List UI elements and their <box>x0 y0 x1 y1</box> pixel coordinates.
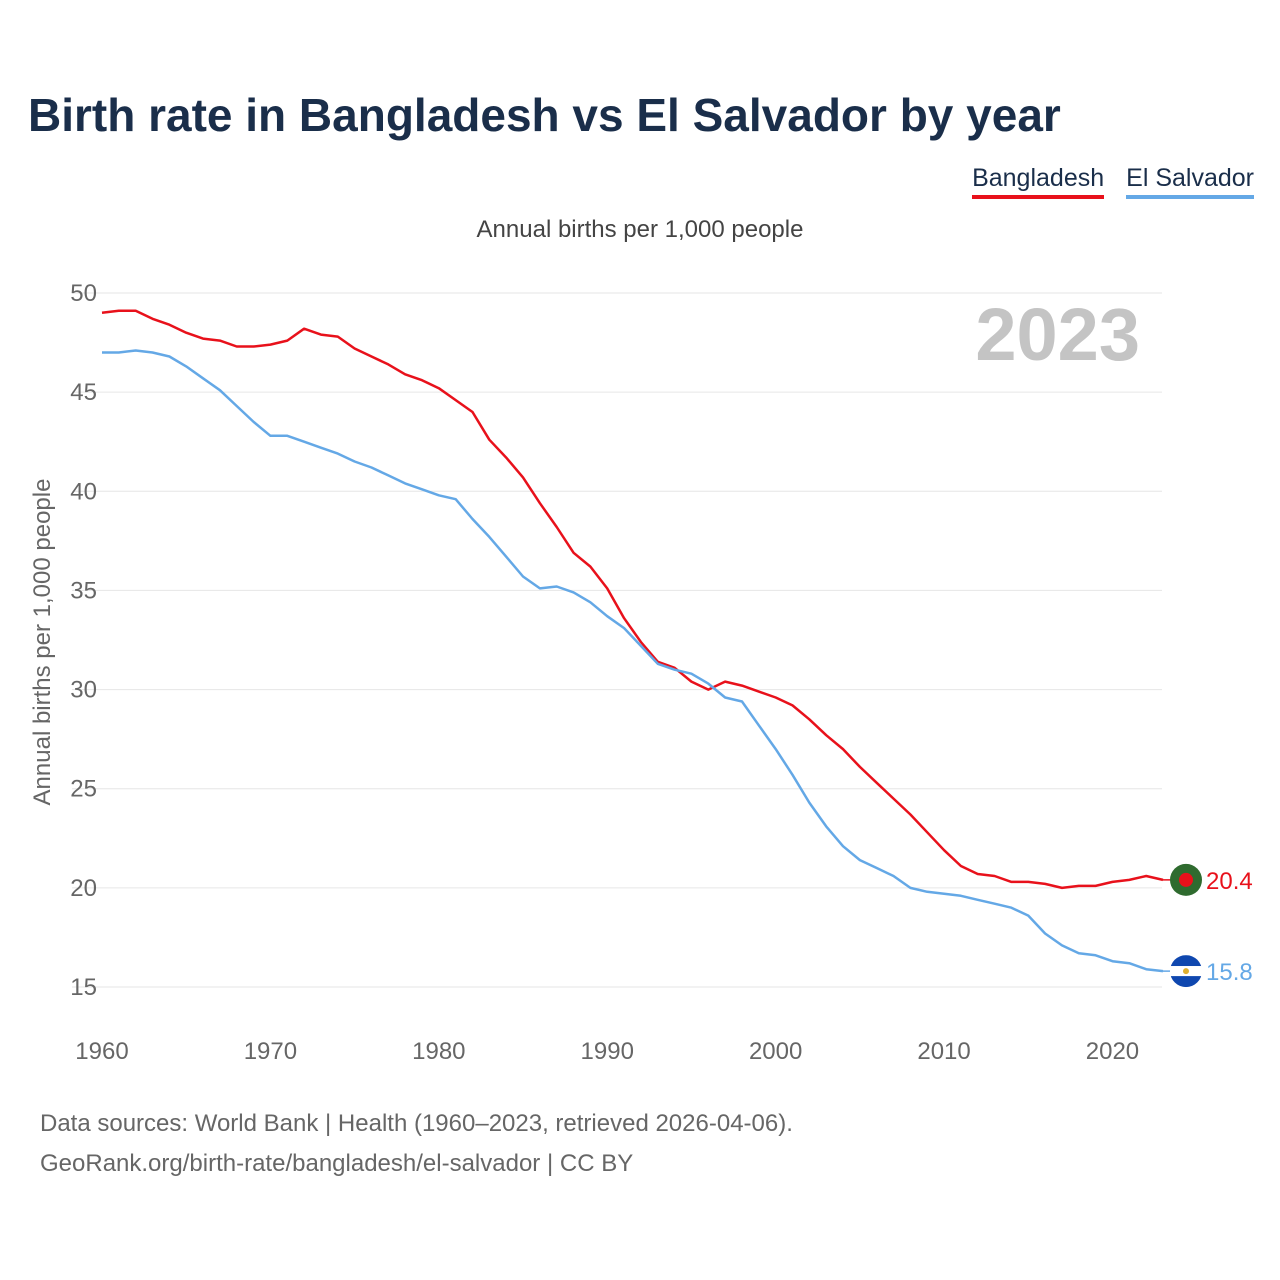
y-tick-label: 20 <box>70 875 97 902</box>
x-tick-label: 2000 <box>749 1038 802 1065</box>
x-axis-ticks: 1960 1970 1980 1990 2000 2010 2020 <box>75 1038 1139 1065</box>
x-tick-label: 1970 <box>244 1038 297 1065</box>
y-tick-label: 40 <box>70 478 97 505</box>
y-tick-label: 25 <box>70 776 97 803</box>
y-tick-label: 15 <box>70 974 97 1001</box>
chart-subtitle: Annual births per 1,000 people <box>476 216 804 243</box>
x-tick-label: 2020 <box>1086 1038 1139 1065</box>
data-source-text: Data sources: World Bank | Health (1960–… <box>40 1110 793 1137</box>
legend-item-el-salvador[interactable]: El Salvador <box>1126 164 1254 199</box>
footer: Data sources: World Bank | Health (1960–… <box>40 1104 793 1184</box>
bangladesh-flag-icon <box>1170 863 1202 896</box>
series-line-el-salvador <box>102 349 1164 973</box>
y-tick-label: 35 <box>70 577 97 604</box>
y-tick-label: 30 <box>70 677 97 704</box>
el-salvador-flag-icon <box>1170 955 1202 988</box>
grid-lines <box>72 292 1162 988</box>
x-tick-label: 1980 <box>412 1038 465 1065</box>
x-tick-label: 1990 <box>581 1038 634 1065</box>
end-value-label: 15.8 <box>1206 959 1253 986</box>
y-axis-label: Annual births per 1,000 people <box>29 479 56 806</box>
y-tick-label: 50 <box>70 280 97 307</box>
x-tick-label: 2010 <box>917 1038 970 1065</box>
legend: Bangladesh El Salvador <box>972 164 1254 199</box>
series-lines: 20.4 15.8 <box>101 309 1253 986</box>
y-tick-label: 45 <box>70 379 97 406</box>
x-tick-label: 1960 <box>75 1038 128 1065</box>
legend-item-bangladesh[interactable]: Bangladesh <box>972 164 1105 199</box>
source-url-text: GeoRank.org/birth-rate/bangladesh/el-sal… <box>40 1150 634 1177</box>
end-value-label: 20.4 <box>1206 868 1253 895</box>
chart-title: Birth rate in Bangladesh vs El Salvador … <box>28 89 1061 141</box>
y-axis-ticks: 15 20 25 30 35 40 45 50 <box>70 280 97 1001</box>
year-label: 2023 <box>975 293 1140 376</box>
series-line-bangladesh <box>101 309 1164 890</box>
line-chart: 15 20 25 30 35 40 45 50 1960 1970 1980 1990 2000 201… <box>29 280 1253 1065</box>
